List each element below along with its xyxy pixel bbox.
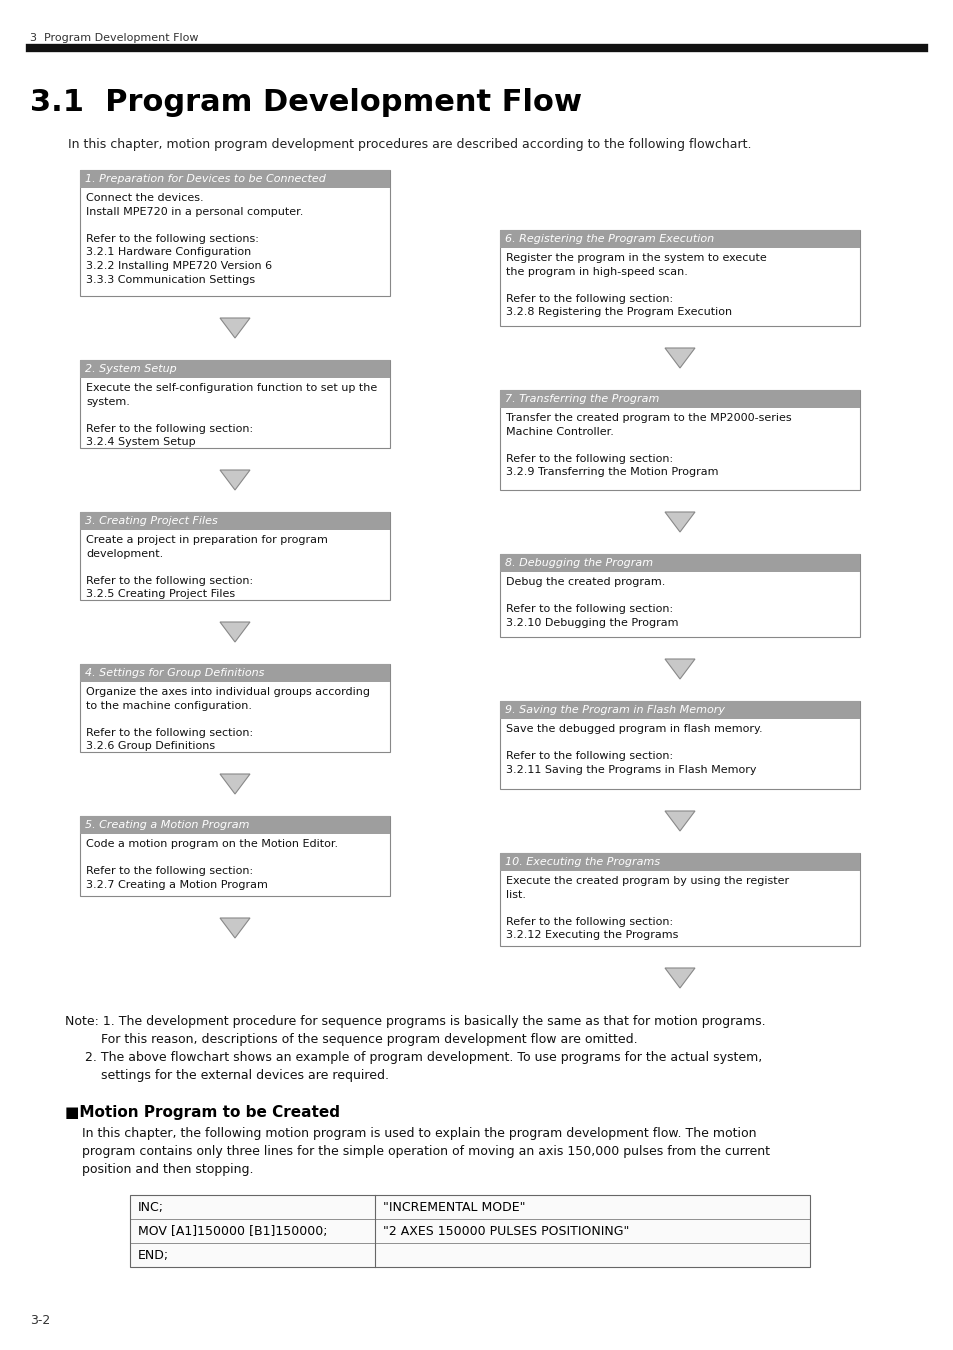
Bar xyxy=(130,1195,809,1268)
Polygon shape xyxy=(220,319,250,338)
Text: Organize the axes into individual groups according
to the machine configuration.: Organize the axes into individual groups… xyxy=(86,687,370,752)
Text: 5. Creating a Motion Program: 5. Creating a Motion Program xyxy=(85,819,250,830)
Text: 7. Transferring the Program: 7. Transferring the Program xyxy=(504,394,659,404)
Text: 4. Settings for Group Definitions: 4. Settings for Group Definitions xyxy=(85,668,264,678)
Text: Connect the devices.
Install MPE720 in a personal computer.

Refer to the follow: Connect the devices. Install MPE720 in a… xyxy=(86,193,303,285)
Bar xyxy=(499,554,859,572)
Polygon shape xyxy=(664,659,695,679)
Bar xyxy=(499,230,859,325)
Bar xyxy=(80,815,390,896)
Bar xyxy=(80,170,390,188)
Text: Note: 1. The development procedure for sequence programs is basically the same a: Note: 1. The development procedure for s… xyxy=(65,1015,765,1081)
Bar xyxy=(499,230,859,248)
Bar xyxy=(80,512,390,599)
Polygon shape xyxy=(220,470,250,490)
Polygon shape xyxy=(220,622,250,643)
Polygon shape xyxy=(664,348,695,369)
Bar xyxy=(80,815,390,834)
Text: Create a project in preparation for program
development.

Refer to the following: Create a project in preparation for prog… xyxy=(86,535,328,599)
Text: "INCREMENTAL MODE": "INCREMENTAL MODE" xyxy=(382,1202,525,1214)
Bar xyxy=(499,554,859,637)
Text: 8. Debugging the Program: 8. Debugging the Program xyxy=(504,558,653,568)
Bar xyxy=(499,390,859,408)
Text: 2. System Setup: 2. System Setup xyxy=(85,364,176,374)
Text: MOV [A1]150000 [B1]150000;: MOV [A1]150000 [B1]150000; xyxy=(138,1224,327,1238)
Text: Debug the created program.

Refer to the following section:
3.2.10 Debugging the: Debug the created program. Refer to the … xyxy=(505,576,678,628)
Text: 10. Executing the Programs: 10. Executing the Programs xyxy=(504,857,659,867)
Bar xyxy=(499,853,859,871)
Text: Register the program in the system to execute
the program in high-speed scan.

R: Register the program in the system to ex… xyxy=(505,252,766,317)
Bar xyxy=(499,390,859,490)
Text: 6. Registering the Program Execution: 6. Registering the Program Execution xyxy=(504,234,714,244)
Text: Execute the created program by using the register
list.

Refer to the following : Execute the created program by using the… xyxy=(505,876,788,941)
Text: Save the debugged program in flash memory.

Refer to the following section:
3.2.: Save the debugged program in flash memor… xyxy=(505,724,761,775)
Bar xyxy=(80,512,390,531)
Text: 3.1  Program Development Flow: 3.1 Program Development Flow xyxy=(30,88,581,117)
Bar xyxy=(499,701,859,788)
Bar xyxy=(80,664,390,682)
Polygon shape xyxy=(664,811,695,832)
Text: END;: END; xyxy=(138,1249,169,1262)
Text: 3-2: 3-2 xyxy=(30,1314,51,1327)
Text: Execute the self-configuration function to set up the
system.

Refer to the foll: Execute the self-configuration function … xyxy=(86,383,376,447)
Polygon shape xyxy=(664,968,695,988)
Text: Code a motion program on the Motion Editor.

Refer to the following section:
3.2: Code a motion program on the Motion Edit… xyxy=(86,838,337,890)
Text: Transfer the created program to the MP2000-series
Machine Controller.

Refer to : Transfer the created program to the MP20… xyxy=(505,413,791,478)
Text: ■Motion Program to be Created: ■Motion Program to be Created xyxy=(65,1106,339,1120)
Text: 1. Preparation for Devices to be Connected: 1. Preparation for Devices to be Connect… xyxy=(85,174,326,184)
Text: In this chapter, the following motion program is used to explain the program dev: In this chapter, the following motion pr… xyxy=(82,1127,769,1176)
Bar xyxy=(499,853,859,946)
Text: 9. Saving the Program in Flash Memory: 9. Saving the Program in Flash Memory xyxy=(504,705,724,716)
Text: 3. Creating Project Files: 3. Creating Project Files xyxy=(85,516,217,526)
Polygon shape xyxy=(220,774,250,794)
Polygon shape xyxy=(220,918,250,938)
Bar xyxy=(80,170,390,296)
Bar xyxy=(80,360,390,378)
Polygon shape xyxy=(664,512,695,532)
Bar xyxy=(80,664,390,752)
Text: INC;: INC; xyxy=(138,1202,164,1214)
Text: 3  Program Development Flow: 3 Program Development Flow xyxy=(30,32,198,43)
Text: "2 AXES 150000 PULSES POSITIONING": "2 AXES 150000 PULSES POSITIONING" xyxy=(382,1224,629,1238)
Text: In this chapter, motion program development procedures are described according t: In this chapter, motion program developm… xyxy=(68,138,751,151)
Bar xyxy=(499,701,859,720)
Bar xyxy=(80,360,390,448)
